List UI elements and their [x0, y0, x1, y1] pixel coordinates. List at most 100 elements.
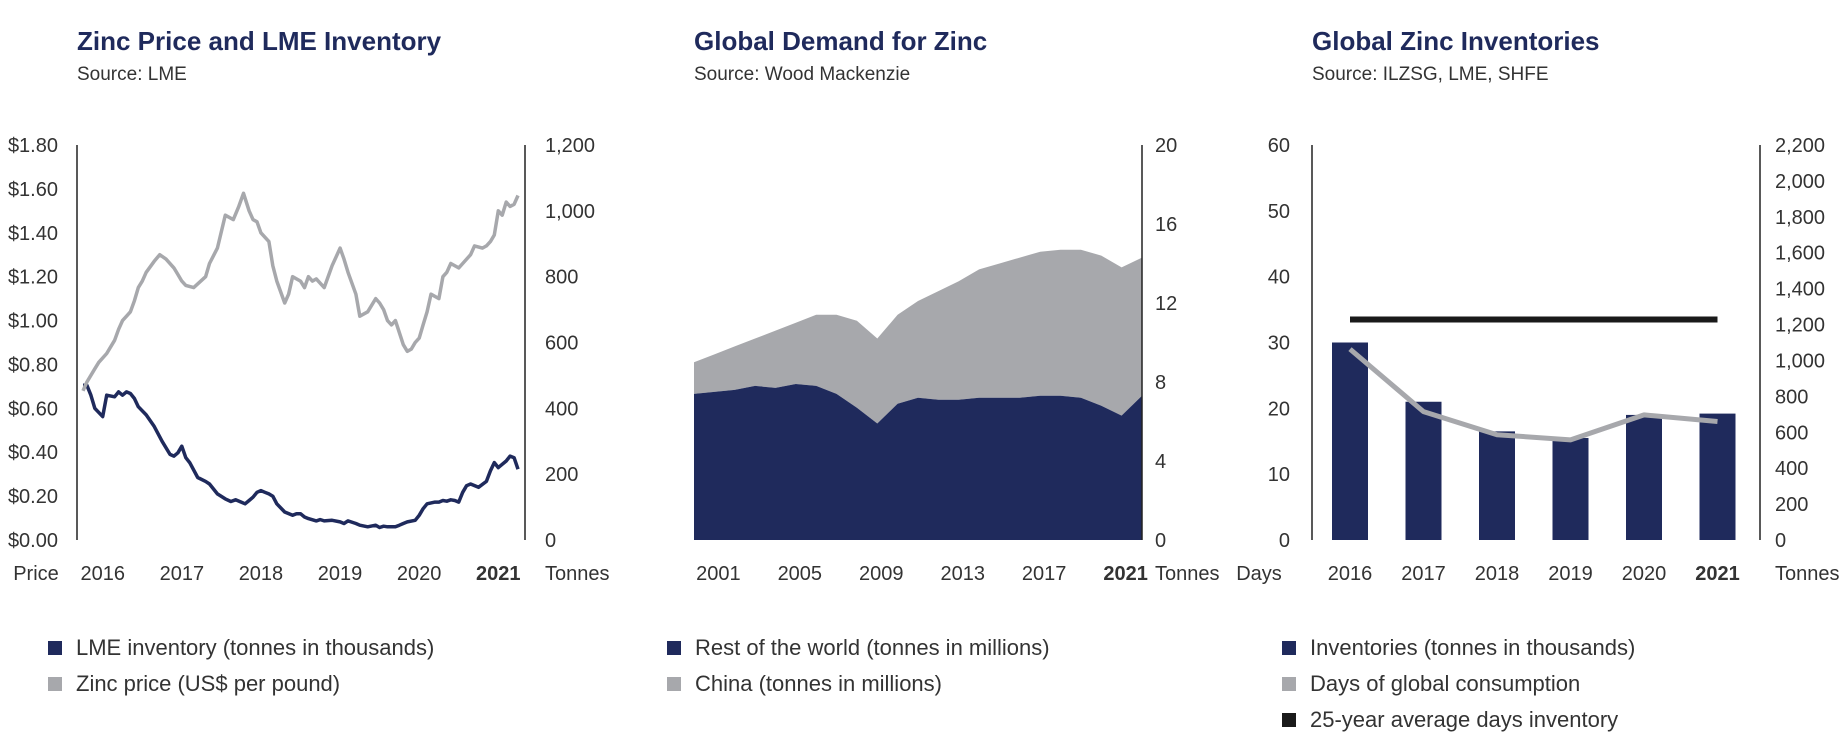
- y-tick-label: $1.60: [8, 179, 58, 201]
- legend-label: Rest of the world (tonnes in millions): [695, 635, 1050, 660]
- bar-inventory: [1405, 401, 1442, 540]
- y2-tick-label: 200: [545, 464, 578, 486]
- x-tick-label: 2020: [397, 563, 442, 585]
- y-axis-title: Days: [1236, 563, 1282, 585]
- x-tick-label: 2018: [1475, 563, 1520, 585]
- y2-tick-label: 0: [1155, 530, 1166, 552]
- x-tick-label: 2020: [1622, 563, 1667, 585]
- y-tick-label: $0.80: [8, 354, 58, 376]
- y2-tick-label: 1,200: [1775, 315, 1825, 337]
- chart-source: Source: ILZSG, LME, SHFE: [1312, 64, 1549, 85]
- series-line-lme-inventory: [83, 383, 520, 530]
- legend-swatch-navy: [48, 641, 62, 655]
- bar-inventory: [1479, 431, 1515, 540]
- x-tick-label: 2019: [318, 563, 363, 585]
- y-tick-label: 10: [1268, 464, 1290, 486]
- y2-tick-label: 0: [1775, 530, 1786, 552]
- area-china: [694, 249, 1142, 424]
- x-tick-label: 2001: [696, 563, 741, 585]
- legend-item-inventories: Inventories (tonnes in thousands): [1282, 630, 1635, 666]
- x-tick-label: 2017: [1401, 563, 1446, 585]
- y2-axis-title: Tonnes: [1155, 563, 1220, 585]
- y-tick-label: $1.00: [8, 311, 58, 333]
- y2-tick-label: 1,800: [1775, 207, 1825, 229]
- series-line-zinc-price: [81, 191, 520, 392]
- y2-tick-label: 8: [1155, 372, 1166, 394]
- x-tick-label: 2013: [940, 563, 985, 585]
- y2-tick-label: 800: [1775, 386, 1808, 408]
- y2-axis-title: Tonnes: [1775, 563, 1840, 585]
- y2-tick-label: 600: [545, 333, 578, 355]
- y2-tick-label: 20: [1155, 135, 1177, 157]
- chart-source: Source: LME: [77, 64, 187, 85]
- series-line-days-consumption: [1348, 347, 1718, 443]
- y2-tick-label: 400: [545, 398, 578, 420]
- x-tick-label: 2009: [859, 563, 904, 585]
- x-tick-label: 2017: [1022, 563, 1067, 585]
- bar-inventory: [1552, 437, 1589, 540]
- y2-tick-label: 2,200: [1775, 135, 1825, 157]
- x-tick-label: 2021: [476, 563, 521, 585]
- legend-item-days-consumption: Days of global consumption: [1282, 666, 1635, 702]
- y2-tick-label: 400: [1775, 458, 1808, 480]
- chart-source: Source: Wood Mackenzie: [694, 64, 911, 85]
- y-tick-label: 20: [1268, 398, 1290, 420]
- y-tick-label: $0.00: [8, 530, 58, 552]
- legend-item-25yr-average: 25-year average days inventory: [1282, 702, 1635, 738]
- x-tick-label: 2021: [1695, 563, 1740, 585]
- legend-swatch-gray: [667, 677, 681, 691]
- y2-tick-label: 4: [1155, 451, 1166, 473]
- y2-tick-label: 200: [1775, 494, 1808, 516]
- legend-item-lme-inventory: LME inventory (tonnes in thousands): [48, 630, 434, 666]
- chart-title: Zinc Price and LME Inventory: [77, 26, 442, 56]
- y2-tick-label: 600: [1775, 422, 1808, 444]
- legend-swatch-gray: [48, 677, 62, 691]
- panel-global-demand: Global Demand for Zinc Source: Wood Mack…: [615, 0, 1230, 751]
- legend-item-zinc-price: Zinc price (US$ per pound): [48, 666, 434, 702]
- y2-tick-label: 12: [1155, 293, 1177, 315]
- legend-label: 25-year average days inventory: [1310, 707, 1619, 732]
- y-tick-label: 30: [1268, 333, 1290, 355]
- y-tick-label: 40: [1268, 267, 1290, 289]
- legend-item-china: China (tonnes in millions): [667, 666, 1050, 702]
- x-tick-label: 2019: [1548, 563, 1593, 585]
- y-tick-label: $0.20: [8, 486, 58, 508]
- y2-tick-label: 16: [1155, 214, 1177, 236]
- panel-global-inventories: Global Zinc Inventories Source: ILZSG, L…: [1230, 0, 1846, 751]
- legend: Inventories (tonnes in thousands) Days o…: [1282, 630, 1635, 738]
- y-tick-label: $1.80: [8, 135, 58, 157]
- panel-zinc-price: Zinc Price and LME Inventory Source: LME…: [0, 0, 615, 751]
- y2-axis-title: Tonnes: [545, 563, 610, 585]
- bar-inventory: [1626, 414, 1662, 540]
- y2-tick-label: 1,200: [545, 135, 595, 157]
- legend: LME inventory (tonnes in thousands) Zinc…: [48, 630, 434, 702]
- x-tick-label: 2005: [778, 563, 823, 585]
- legend: Rest of the world (tonnes in millions) C…: [667, 630, 1050, 702]
- legend-swatch-black: [1282, 713, 1296, 727]
- y2-tick-label: 2,000: [1775, 171, 1825, 193]
- legend-label: China (tonnes in millions): [695, 671, 942, 696]
- chart-global-demand: 0 4 8 12 16 20 2001 2005 2009 2013 2017 2021 Tonnes: [694, 135, 1220, 585]
- y-tick-label: $0.40: [8, 442, 58, 464]
- legend-label: LME inventory (tonnes in thousands): [76, 635, 435, 660]
- y2-tick-label: 0: [545, 530, 556, 552]
- legend-label: Inventories (tonnes in thousands): [1310, 635, 1636, 660]
- y2-tick-label: 1,000: [545, 201, 595, 223]
- x-tick-label: 2016: [1328, 563, 1373, 585]
- x-tick-label: 2017: [160, 563, 205, 585]
- y-tick-label: 0: [1279, 530, 1290, 552]
- legend-swatch-navy: [1282, 641, 1296, 655]
- bar-inventory: [1332, 342, 1368, 540]
- y2-tick-label: 1,600: [1775, 243, 1825, 265]
- area-rest-of-world: [694, 384, 1142, 540]
- y-tick-label: $1.40: [8, 223, 58, 245]
- y-tick-label: $1.20: [8, 267, 58, 289]
- legend-swatch-navy: [667, 641, 681, 655]
- legend-label: Zinc price (US$ per pound): [76, 671, 341, 696]
- x-tick-label: 2018: [239, 563, 284, 585]
- bar-inventory: [1699, 413, 1736, 540]
- x-tick-label: 2016: [80, 563, 125, 585]
- legend-swatch-gray: [1282, 677, 1296, 691]
- chart-title: Global Zinc Inventories: [1312, 26, 1600, 56]
- y2-tick-label: 800: [545, 267, 578, 289]
